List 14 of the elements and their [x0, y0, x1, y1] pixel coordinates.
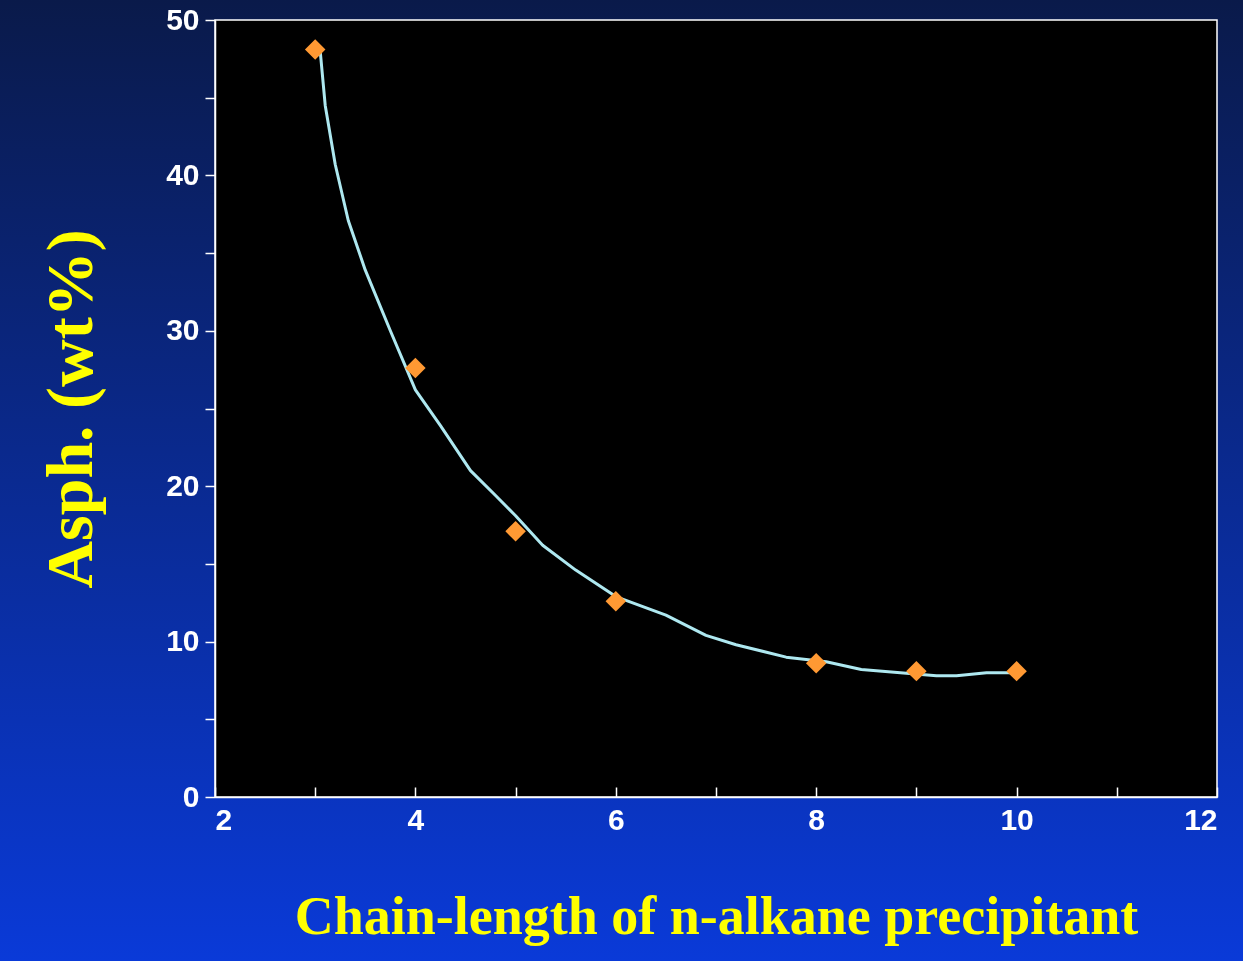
x-tick-label: 4: [407, 802, 425, 836]
x-tick-label: 6: [607, 802, 625, 836]
x-tick-label: 10: [1000, 802, 1034, 836]
y-tick-label: 50: [166, 2, 200, 36]
x-axis-title: Chain-length of n-alkane precipitant: [294, 885, 1139, 946]
y-tick-label: 10: [166, 624, 200, 658]
x-tick-label: 2: [215, 802, 233, 836]
y-tick-label: 20: [166, 468, 200, 502]
x-tick-label: 8: [808, 802, 826, 836]
y-tick-label: 30: [166, 313, 200, 347]
x-tick-label: 12: [1184, 802, 1218, 836]
y-tick-label: 40: [166, 157, 200, 191]
y-axis-title: Asph. (wt%): [33, 229, 108, 589]
y-tick-label: 0: [182, 779, 200, 813]
